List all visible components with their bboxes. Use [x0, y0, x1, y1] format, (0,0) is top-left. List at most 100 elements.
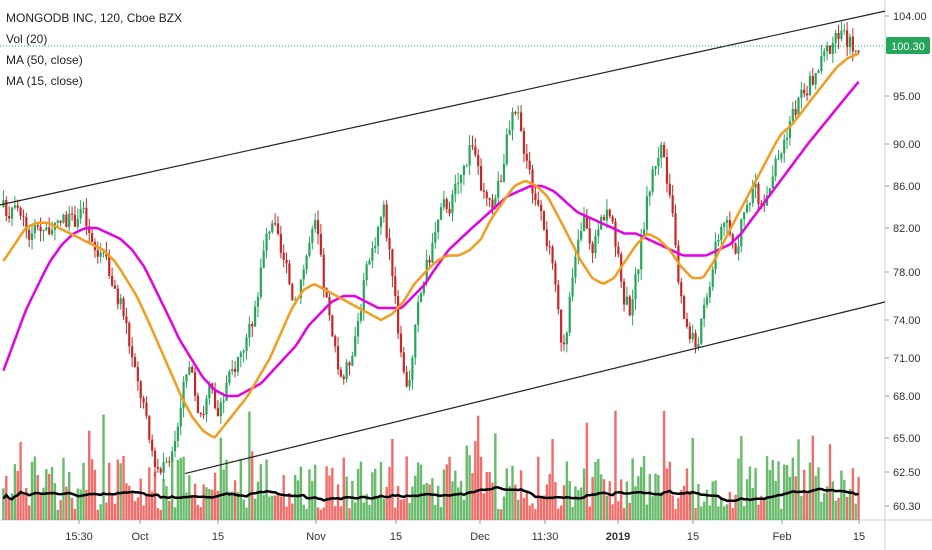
volume-bar [597, 459, 600, 520]
candle-body [565, 332, 568, 345]
volume-bar [611, 504, 614, 520]
candle-body [763, 204, 766, 206]
volume-bar [465, 445, 468, 520]
trend-upper[interactable] [0, 10, 886, 206]
candle-body [328, 297, 331, 316]
candle-body [479, 166, 483, 191]
candle-body [474, 146, 477, 155]
candle-body [737, 246, 740, 254]
candle-body [236, 357, 240, 372]
volume-bar [308, 469, 311, 520]
candle-body [745, 205, 749, 213]
volume-bar [431, 478, 434, 520]
candle-body [651, 168, 654, 192]
candle-body [545, 229, 548, 247]
candle-body [45, 227, 48, 230]
volume-bar [508, 486, 511, 520]
candle-body [85, 207, 88, 227]
legend-volume[interactable]: Vol (20) [6, 32, 48, 46]
candle-body [316, 220, 320, 234]
x-tick-label: Oct [131, 531, 148, 543]
volume-bar [517, 499, 520, 520]
candle-body [222, 400, 225, 403]
volume-bar [459, 480, 463, 520]
volume-bar [356, 468, 360, 520]
volume-bar [697, 484, 700, 520]
candle-body [580, 231, 583, 240]
volume-bar [365, 494, 368, 520]
volume-bar [319, 509, 323, 520]
volume-bar [628, 502, 631, 520]
legend-title[interactable]: MONGODB INC, 120, Cboe BZX [6, 11, 183, 25]
candle-body [542, 211, 546, 230]
volume-bar [605, 495, 609, 520]
x-tick-label: Dec [470, 531, 490, 543]
candle-body [442, 199, 445, 208]
volume-bar [402, 499, 406, 520]
volume-bar [396, 485, 400, 520]
volume-bar [525, 490, 529, 520]
y-tick-label: 78.00 [893, 267, 921, 279]
volume-bar [293, 474, 297, 520]
candle-body [36, 225, 39, 227]
volume-bar [740, 436, 743, 520]
trend-lower[interactable] [184, 301, 886, 475]
volume-bar [239, 458, 243, 520]
candle-body [817, 71, 820, 73]
volume-bar [113, 503, 117, 520]
volume-bar [857, 476, 860, 520]
volume-bar [665, 468, 669, 520]
volume-bar [831, 481, 835, 520]
volume-bar [800, 496, 803, 520]
volume-bar [382, 498, 386, 520]
candle-body [723, 222, 726, 227]
volume-bar [130, 491, 134, 520]
candle-body [720, 226, 723, 240]
x-tick-label: 15:30 [65, 531, 93, 543]
legend-ma50[interactable]: MA (50, close) [6, 53, 83, 67]
candle-body [794, 109, 797, 115]
volume-bar [142, 505, 145, 520]
candle-body [548, 246, 551, 248]
candle-body [268, 231, 271, 234]
volume-bar [262, 494, 265, 520]
volume-bar [820, 501, 823, 520]
volume-bar [680, 490, 683, 520]
candle-body [399, 333, 403, 353]
candle-body [848, 36, 852, 48]
candle-body [437, 219, 440, 233]
candle-body [279, 234, 282, 253]
last-price-badge-bg [886, 37, 930, 54]
volume-bar [777, 461, 780, 520]
candle-body [637, 269, 640, 275]
candle-body [162, 462, 165, 473]
x-tick-label: 15 [212, 531, 224, 543]
volume-bar [79, 489, 82, 520]
volume-bar [282, 474, 285, 520]
volume-bar [837, 497, 840, 520]
candle-body [560, 309, 563, 343]
legend-ma15[interactable]: MA (15, close) [6, 74, 83, 88]
candle-body [854, 50, 857, 52]
volume-bar [571, 507, 574, 520]
candlesticks [2, 21, 860, 482]
volume-bar [702, 501, 706, 520]
volume-bar [414, 475, 417, 520]
volume-bar [823, 493, 826, 520]
candle-body [582, 216, 586, 232]
candle-body [439, 207, 443, 220]
candle-body [122, 298, 125, 317]
volume-bar [388, 466, 391, 520]
chart-legend: MONGODB INC, 120, Cboe BZX Vol (20) MA (… [6, 8, 182, 92]
candle-body [828, 45, 832, 54]
volume-bar [119, 463, 122, 520]
candle-body [265, 233, 268, 251]
volume-bar [711, 481, 714, 520]
candle-body [354, 336, 357, 356]
volume-bar [805, 493, 809, 520]
candle-body [359, 311, 363, 321]
candle-body [5, 200, 8, 217]
candle-body [754, 183, 757, 188]
candle-body [10, 207, 14, 219]
